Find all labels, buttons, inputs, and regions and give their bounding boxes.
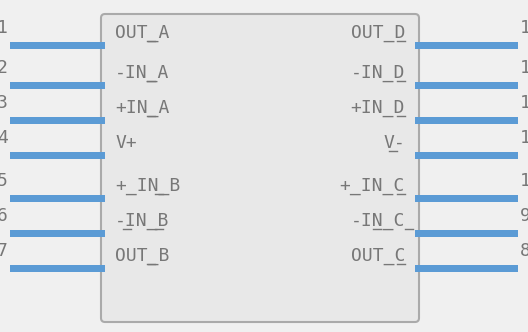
- Text: 1: 1: [0, 19, 8, 37]
- Text: 4: 4: [0, 129, 8, 147]
- Text: 11: 11: [520, 129, 528, 147]
- FancyBboxPatch shape: [101, 14, 419, 322]
- Text: +_IN_B: +_IN_B: [115, 177, 180, 195]
- FancyBboxPatch shape: [10, 265, 105, 272]
- Text: 2: 2: [0, 59, 8, 77]
- Text: 3: 3: [0, 94, 8, 112]
- Text: 7: 7: [0, 242, 8, 260]
- FancyBboxPatch shape: [415, 195, 518, 202]
- Text: +IN_D: +IN_D: [351, 99, 405, 117]
- Text: V-: V-: [383, 134, 405, 152]
- Text: -IN_A: -IN_A: [115, 64, 169, 82]
- FancyBboxPatch shape: [10, 117, 105, 124]
- FancyBboxPatch shape: [415, 117, 518, 124]
- FancyBboxPatch shape: [10, 195, 105, 202]
- Text: V+: V+: [115, 134, 137, 152]
- Text: +IN_A: +IN_A: [115, 99, 169, 117]
- FancyBboxPatch shape: [415, 42, 518, 48]
- Text: OUT_B: OUT_B: [115, 247, 169, 265]
- Text: 9: 9: [520, 207, 528, 225]
- FancyBboxPatch shape: [10, 42, 105, 48]
- Text: 5: 5: [0, 172, 8, 190]
- FancyBboxPatch shape: [10, 151, 105, 158]
- FancyBboxPatch shape: [415, 81, 518, 89]
- Text: 6: 6: [0, 207, 8, 225]
- Text: OUT_D: OUT_D: [351, 24, 405, 42]
- Text: 10: 10: [520, 172, 528, 190]
- Text: -IN_B: -IN_B: [115, 212, 169, 230]
- FancyBboxPatch shape: [415, 265, 518, 272]
- Text: 12: 12: [520, 94, 528, 112]
- Text: 13: 13: [520, 59, 528, 77]
- FancyBboxPatch shape: [10, 229, 105, 236]
- Text: 14: 14: [520, 19, 528, 37]
- Text: OUT_A: OUT_A: [115, 24, 169, 42]
- Text: -IN_D: -IN_D: [351, 64, 405, 82]
- Text: +_IN_C: +_IN_C: [340, 177, 405, 195]
- Text: -IN_C: -IN_C: [351, 212, 405, 230]
- FancyBboxPatch shape: [10, 81, 105, 89]
- Text: OUT_C: OUT_C: [351, 247, 405, 265]
- FancyBboxPatch shape: [415, 151, 518, 158]
- FancyBboxPatch shape: [415, 229, 518, 236]
- Text: 8: 8: [520, 242, 528, 260]
